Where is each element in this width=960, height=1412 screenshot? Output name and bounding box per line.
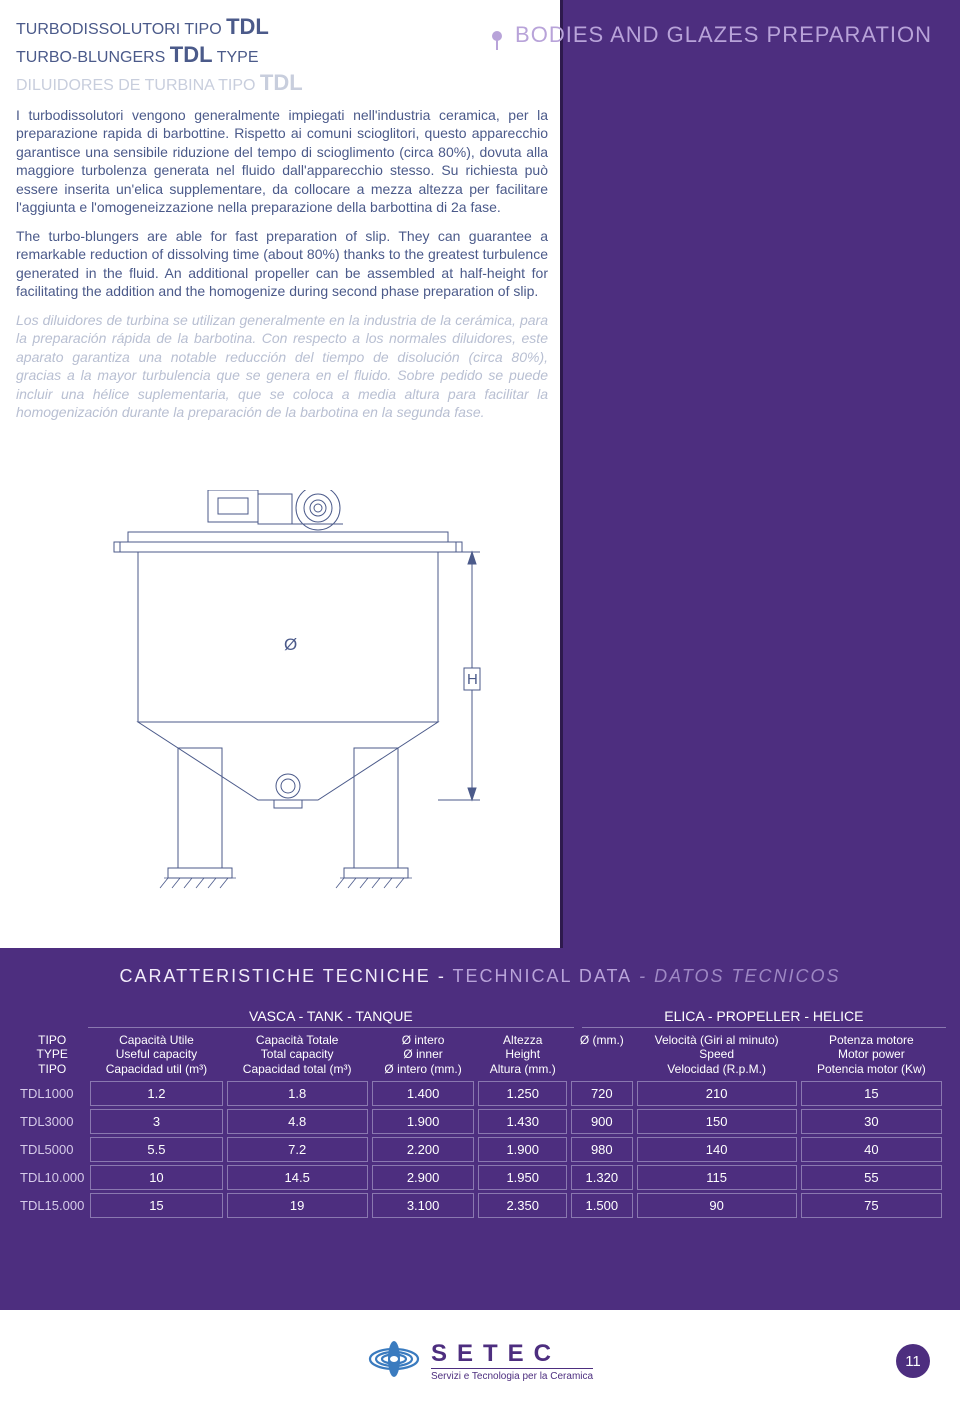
cell-dia: 1.400 [372,1081,475,1106]
table-row: TDL15.00015193.1002.3501.5009075 [18,1193,942,1218]
cell-model: TDL3000 [18,1109,86,1134]
title-en-big: TDL [170,42,213,67]
table-row: TDL10001.21.81.4001.25072021015 [18,1081,942,1106]
tech-heading-it: CARATTERISTICHE TECNICHE [119,966,430,986]
cell-model: TDL15.000 [18,1193,86,1218]
table-row: TDL10.0001014.52.9001.9501.32011555 [18,1165,942,1190]
table-row: TDL50005.57.22.2001.90098014040 [18,1137,942,1162]
cell-useful: 1.2 [90,1081,222,1106]
section-badge: BODIES AND GLAZES PREPARATION [492,22,932,48]
cell-total: 7.2 [227,1137,368,1162]
cell-power: 75 [801,1193,942,1218]
cell-prop-dia: 900 [571,1109,633,1134]
logo-swirl-icon [367,1334,421,1389]
cell-power: 30 [801,1109,942,1134]
cell-dia: 2.200 [372,1137,475,1162]
cell-useful: 3 [90,1109,222,1134]
title-en-pre: TURBO-BLUNGERS [16,49,170,66]
cell-height: 1.250 [478,1081,567,1106]
technical-table: TIPO TYPE TIPO Capacità Utile Useful cap… [14,1028,946,1221]
tech-sep1: - [431,966,453,986]
table-group-header: VASCA - TANK - TANQUE ELICA - PROPELLER … [14,1005,946,1028]
th-speed: Velocità (Giri al minuto) Speed Velocida… [637,1031,797,1078]
cell-dia: 3.100 [372,1193,475,1218]
grp-spacer [14,1005,88,1028]
cell-model: TDL10.000 [18,1165,86,1190]
group-tank: VASCA - TANK - TANQUE [88,1005,574,1028]
tech-heading-es: DATOS TECNICOS [654,966,840,986]
svg-text:Ø: Ø [284,635,297,654]
title-it-big: TDL [226,14,269,39]
cell-model: TDL5000 [18,1137,86,1162]
cell-power: 55 [801,1165,942,1190]
technical-data-block: CARATTERISTICHE TECNICHE - TECHNICAL DAT… [0,948,960,1310]
th-useful: Capacità Utile Useful capacity Capacidad… [90,1031,222,1078]
right-accent-band [560,0,960,948]
svg-text:H: H [467,671,478,688]
cell-power: 15 [801,1081,942,1106]
th-type: TIPO TYPE TIPO [18,1031,86,1078]
cell-prop-dia: 1.320 [571,1165,633,1190]
logo-text: SETEC Servizi e Tecnologia per la Cerami… [431,1340,593,1382]
page-footer: SETEC Servizi e Tecnologia per la Cerami… [0,1310,960,1412]
th-diameter: Ø intero Ø inner Ø intero (mm.) [372,1031,475,1078]
brand-tagline: Servizi e Tecnologia per la Ceramica [431,1368,593,1382]
cell-speed: 210 [637,1081,797,1106]
paragraph-english: The turbo-blungers are able for fast pre… [16,227,548,301]
th-height: Altezza Height Altura (mm.) [478,1031,567,1078]
cell-prop-dia: 720 [571,1081,633,1106]
tech-sep2: - [632,966,654,986]
cell-power: 40 [801,1137,942,1162]
cell-dia: 2.900 [372,1165,475,1190]
cell-speed: 115 [637,1165,797,1190]
tech-heading-en: TECHNICAL DATA [452,966,632,986]
cell-height: 1.900 [478,1137,567,1162]
cell-useful: 5.5 [90,1137,222,1162]
cell-height: 1.430 [478,1109,567,1134]
cell-height: 1.950 [478,1165,567,1190]
section-badge-text: BODIES AND GLAZES PREPARATION [515,22,932,47]
cell-total: 4.8 [227,1109,368,1134]
cell-useful: 15 [90,1193,222,1218]
paragraph-italian: I turbodissolutori vengono generalmente … [16,106,548,217]
cell-model: TDL1000 [18,1081,86,1106]
title-es-big: TDL [260,70,303,95]
cell-speed: 150 [637,1109,797,1134]
paragraph-spanish: Los diluidores de turbina se utilizan ge… [16,311,548,422]
cell-total: 19 [227,1193,368,1218]
technical-diagram: Ø [68,490,508,930]
product-titles: TURBODISSOLUTORI TIPO TDL TURBO-BLUNGERS… [16,14,548,96]
title-italian: TURBODISSOLUTORI TIPO TDL [16,14,548,40]
cell-dia: 1.900 [372,1109,475,1134]
cell-speed: 140 [637,1137,797,1162]
brand-name: SETEC [431,1340,593,1368]
table-header-row: TIPO TYPE TIPO Capacità Utile Useful cap… [18,1031,942,1078]
cell-speed: 90 [637,1193,797,1218]
text-column: TURBODISSOLUTORI TIPO TDL TURBO-BLUNGERS… [16,14,548,422]
cell-useful: 10 [90,1165,222,1190]
th-prop-diameter: Ø (mm.) [571,1031,633,1078]
tank-diagram-svg: Ø [68,490,508,930]
cell-prop-dia: 1.500 [571,1193,633,1218]
page-number: 11 [896,1344,930,1378]
title-spanish: DILUIDORES DE TURBINA TIPO TDL [16,70,548,96]
th-total: Capacità Totale Total capacity Capacidad… [227,1031,368,1078]
cell-prop-dia: 980 [571,1137,633,1162]
title-en-post: TYPE [213,49,259,66]
table-row: TDL300034.81.9001.43090015030 [18,1109,942,1134]
cell-total: 1.8 [227,1081,368,1106]
cell-total: 14.5 [227,1165,368,1190]
title-es-pre: DILUIDORES DE TURBINA TIPO [16,77,260,94]
th-power: Potenza motore Motor power Potencia moto… [801,1031,942,1078]
title-it-pre: TURBODISSOLUTORI TIPO [16,21,226,38]
technical-heading: CARATTERISTICHE TECNICHE - TECHNICAL DAT… [0,966,960,987]
group-propeller: ELICA - PROPELLER - HELICE [582,1005,946,1028]
brand-logo: SETEC Servizi e Tecnologia per la Cerami… [367,1334,593,1389]
title-english: TURBO-BLUNGERS TDL TYPE [16,42,548,68]
cell-height: 2.350 [478,1193,567,1218]
